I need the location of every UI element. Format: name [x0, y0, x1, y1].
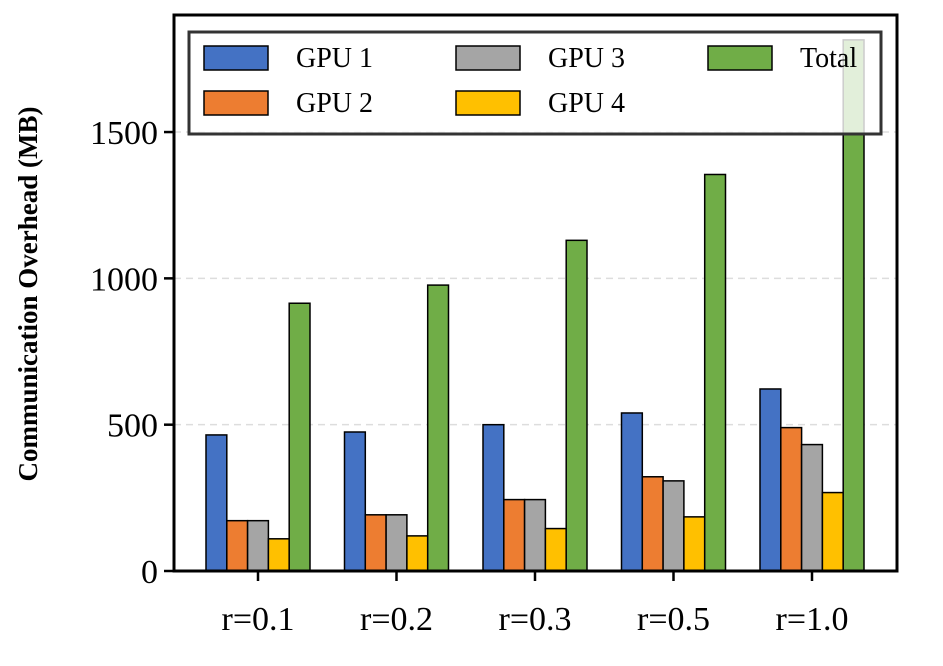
bar-gpu-1-r10: [759, 388, 782, 572]
bar-gpu-3-r10: [800, 443, 824, 572]
bar-gpu-4-r03: [544, 527, 567, 572]
bar-gpu-3-r02: [385, 514, 408, 572]
bar-gpu-1-r03: [482, 423, 505, 572]
bar-gpu-2-r10: [780, 426, 803, 572]
bar-gpu-4-r02: [406, 535, 429, 572]
x-tick-label: r=0.2: [360, 601, 433, 638]
legend-frame: [187, 30, 883, 136]
bar-gpu-2-r03: [503, 498, 526, 572]
x-axis: r=0.1 r=0.2 r=0.3 r=0.5 r=1.0: [222, 571, 849, 638]
x-tick-label: r=1.0: [776, 601, 849, 638]
legend-swatch-total: [707, 45, 773, 71]
legend-swatch-gpu-2: [203, 90, 269, 116]
legend-label: GPU 2: [296, 88, 373, 119]
bar-gpu-4-r01: [267, 538, 290, 572]
bar-total-r02: [426, 284, 450, 572]
y-axis-label: Communication Overhead (MB): [13, 107, 43, 482]
legend: GPU 1 GPU 2 GPU 3 GPU 4 Total: [187, 30, 883, 136]
bar-gpu-1-r02: [343, 431, 367, 572]
bars: [205, 39, 865, 572]
legend-swatch-gpu-4: [455, 90, 521, 116]
bar-gpu-3-r01: [246, 519, 270, 572]
y-axis: 0 500 1000 1500: [90, 115, 174, 591]
bar-gpu-3-r05: [662, 480, 685, 572]
bar-gpu-4-r10: [821, 491, 844, 572]
bar-total-r05: [703, 173, 727, 572]
bar-gpu-1-r01: [205, 434, 228, 572]
legend-swatch-gpu-1: [203, 45, 269, 71]
bar-total-r03: [565, 239, 588, 572]
x-tick-label: r=0.5: [637, 601, 710, 638]
bar-total-r01: [288, 302, 311, 572]
legend-swatch-gpu-3: [455, 45, 521, 71]
bar-gpu-2-r02: [364, 514, 387, 572]
bar-gpu-3-r03: [523, 498, 547, 572]
legend-label: Total: [800, 43, 857, 74]
bar-gpu-4-r05: [683, 516, 706, 572]
y-tick-label: 0: [141, 554, 158, 591]
x-tick-label: r=0.1: [222, 601, 295, 638]
legend-label: GPU 3: [548, 43, 625, 74]
legend-label: GPU 4: [548, 88, 625, 119]
y-tick-label: 1500: [90, 115, 158, 152]
y-tick-label: 1000: [90, 261, 158, 298]
y-tick-label: 500: [107, 408, 158, 445]
gridlines: [174, 131, 897, 426]
x-tick-label: r=0.3: [499, 601, 572, 638]
legend-label: GPU 1: [296, 43, 373, 74]
bar-gpu-2-r05: [641, 476, 664, 572]
bar-gpu-1-r05: [620, 412, 644, 572]
bar-gpu-2-r01: [226, 519, 249, 572]
